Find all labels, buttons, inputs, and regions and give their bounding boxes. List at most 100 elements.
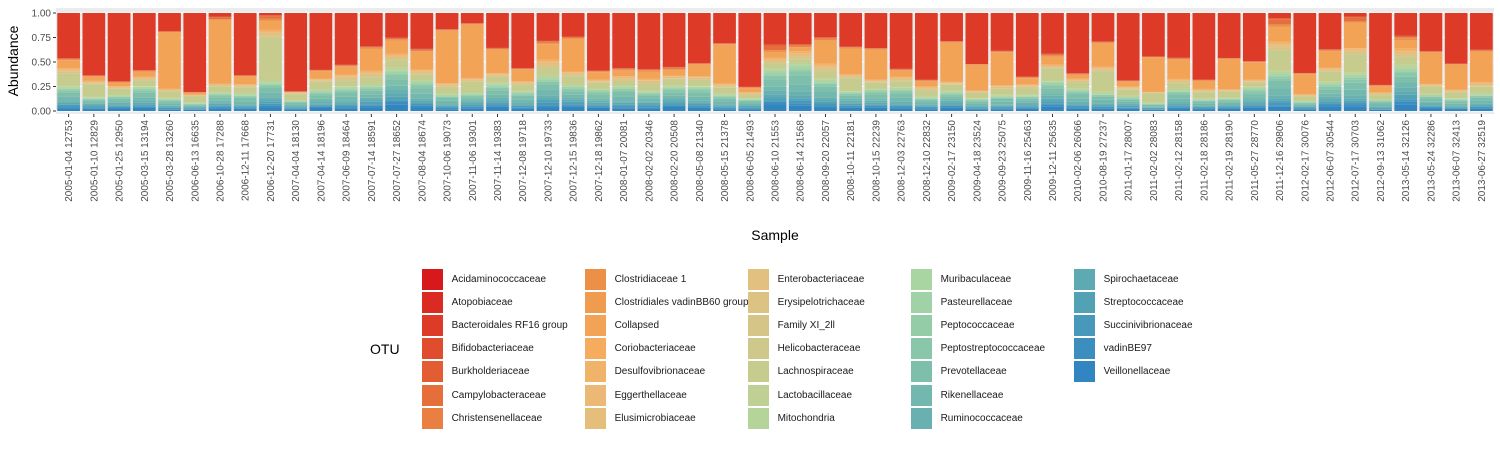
bar-segment bbox=[359, 13, 383, 47]
bar-segment bbox=[1369, 86, 1392, 93]
bar-segment bbox=[1242, 97, 1266, 101]
bar-segment bbox=[713, 101, 736, 105]
bar-segment bbox=[990, 87, 1014, 89]
bar-segment bbox=[107, 95, 131, 97]
bar-segment bbox=[662, 92, 686, 96]
bar-segment bbox=[1116, 89, 1140, 90]
bar-segment bbox=[511, 108, 535, 111]
bar-segment bbox=[410, 70, 434, 71]
bar-segment bbox=[1268, 19, 1291, 25]
bar-segment bbox=[334, 74, 358, 76]
bar-segment bbox=[1192, 92, 1216, 99]
bar-segment bbox=[460, 95, 484, 96]
bar-segment bbox=[1268, 80, 1291, 89]
bar-segment bbox=[1444, 108, 1468, 109]
bar-segment bbox=[940, 106, 963, 108]
bar-segment bbox=[1091, 68, 1115, 70]
bar-segment bbox=[1116, 105, 1140, 108]
bar-segment bbox=[486, 87, 509, 91]
bar-segment bbox=[1116, 86, 1140, 88]
bar-segment bbox=[1343, 102, 1367, 105]
bar-segment bbox=[486, 49, 509, 74]
bar-segment bbox=[788, 65, 812, 68]
bar-segment bbox=[536, 102, 560, 106]
bar-segment bbox=[561, 104, 585, 106]
bar-segment bbox=[486, 100, 509, 103]
bar-segment bbox=[889, 90, 913, 92]
bar-segment bbox=[385, 53, 408, 55]
bar-segment bbox=[1167, 80, 1191, 82]
bar-segment bbox=[965, 101, 989, 104]
legend-item: Succinivibrionaceae bbox=[1073, 314, 1237, 337]
bar-segment bbox=[1394, 69, 1418, 72]
bar-segment bbox=[587, 94, 610, 99]
bar-segment bbox=[1066, 90, 1090, 92]
bar-segment bbox=[57, 71, 80, 74]
bar-segment bbox=[334, 13, 358, 65]
bar-segment bbox=[1444, 107, 1468, 109]
bar-segment bbox=[208, 102, 232, 104]
bar-segment bbox=[965, 64, 989, 91]
bar-segment bbox=[1066, 79, 1090, 80]
bar-segment bbox=[1142, 104, 1165, 107]
bar-segment bbox=[814, 79, 837, 82]
bar-segment bbox=[1343, 76, 1367, 78]
bar-segment bbox=[1343, 72, 1367, 74]
bar-segment bbox=[511, 69, 535, 82]
bar-segment bbox=[788, 69, 812, 72]
bar-segment bbox=[511, 13, 535, 69]
bar-segment bbox=[334, 79, 358, 81]
bar-segment bbox=[814, 66, 837, 69]
bar-segment bbox=[612, 13, 635, 69]
bar-segment bbox=[57, 88, 80, 90]
bar-segment bbox=[359, 77, 383, 84]
bar-segment bbox=[359, 46, 383, 47]
x-axis-ticks: 2005-01-04 12753 2005-01-10 12829 2005-01-… bbox=[64, 114, 1488, 202]
bar-segment bbox=[1394, 37, 1418, 39]
bar-segment bbox=[1091, 93, 1115, 95]
bar-segment bbox=[1167, 91, 1191, 92]
bar-segment bbox=[1041, 95, 1064, 99]
bar-segment bbox=[233, 86, 257, 88]
bar-segment bbox=[587, 106, 610, 108]
bar-segment bbox=[410, 74, 434, 81]
bar-segment bbox=[662, 86, 686, 88]
bar-segment bbox=[763, 44, 787, 46]
bar-segment bbox=[839, 75, 863, 76]
bar-segment bbox=[662, 78, 686, 80]
bar-segment bbox=[1419, 105, 1443, 107]
bar-segment bbox=[1116, 13, 1140, 81]
bar-segment bbox=[1242, 106, 1266, 108]
bar-segment bbox=[1394, 50, 1418, 52]
bar-segment bbox=[1066, 94, 1090, 99]
x-tick-label: 2009-12-11 25635 bbox=[1048, 120, 1059, 201]
bar-segment bbox=[1470, 108, 1493, 111]
bar-segment bbox=[1470, 95, 1493, 96]
bar-segment bbox=[1192, 105, 1216, 107]
x-tick-label: 2012-02-17 30076 bbox=[1300, 120, 1311, 202]
bar-segment bbox=[1343, 104, 1367, 107]
legend-swatch bbox=[584, 315, 606, 337]
bar-segment bbox=[713, 96, 736, 98]
bar-segment bbox=[1091, 96, 1115, 100]
bar-segment bbox=[662, 69, 686, 76]
bar-segment bbox=[107, 96, 131, 98]
bar-segment bbox=[1015, 78, 1039, 85]
legend-item: Helicobacteraceae bbox=[747, 337, 911, 360]
bar-segment bbox=[864, 48, 888, 50]
bar-segment bbox=[410, 102, 434, 104]
bar-segment bbox=[57, 85, 80, 87]
bar-segment bbox=[1066, 74, 1090, 79]
bar-segment bbox=[1015, 96, 1039, 98]
bar-segment bbox=[536, 81, 560, 85]
bar-segment bbox=[713, 95, 736, 97]
bar-segment bbox=[1343, 106, 1367, 111]
legend-item: Elusimicrobiaceae bbox=[584, 407, 748, 430]
bar-segment bbox=[713, 13, 736, 44]
bar-segment bbox=[864, 89, 888, 91]
bar-segment bbox=[561, 86, 585, 87]
bar-segment bbox=[410, 105, 434, 108]
bar-segment bbox=[940, 83, 963, 84]
bar-segment bbox=[1343, 13, 1367, 17]
bar-segment bbox=[183, 105, 207, 107]
